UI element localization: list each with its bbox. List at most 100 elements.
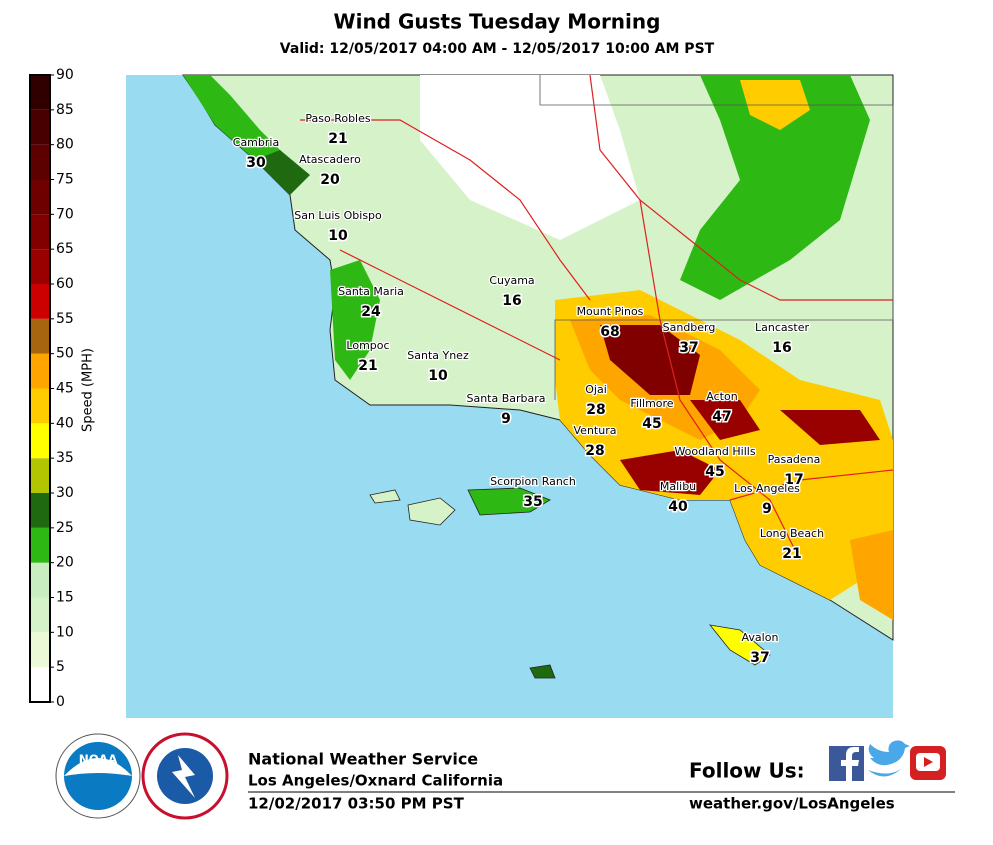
colorbar-tick-label: 80 — [56, 137, 74, 153]
colorbar-tick-label: 60 — [56, 276, 74, 292]
wind-area — [600, 325, 700, 395]
colorbar-band — [30, 493, 50, 528]
colorbar-band — [30, 318, 50, 354]
station-name: Santa Ynez — [407, 349, 469, 362]
station-value: 9 — [501, 411, 511, 427]
station-value: 68 — [600, 324, 619, 340]
colorbar-tick-label: 85 — [56, 102, 74, 118]
island — [369, 489, 401, 504]
colorbar-tick-label: 10 — [56, 624, 74, 640]
wind-area — [330, 260, 380, 380]
footer: NOAA National Weather Service Los Angele… — [55, 732, 955, 820]
colorbar-tick-label: 5 — [56, 659, 65, 675]
station-value: 24 — [361, 304, 381, 320]
colorbar-band — [30, 458, 50, 493]
station-name: Lancaster — [755, 321, 809, 334]
noaa-text: NOAA — [79, 753, 118, 767]
nws-bolt — [172, 755, 195, 798]
road — [729, 469, 894, 501]
facebook-f — [841, 747, 859, 781]
station-name: Scorpion Ranch — [490, 475, 576, 488]
colorbar-band — [30, 75, 50, 110]
colorbar-band — [30, 667, 50, 702]
wind-area — [780, 410, 880, 445]
noaa-bird — [64, 758, 132, 776]
wind-area — [690, 400, 760, 440]
station-value: 21 — [782, 546, 801, 562]
station-value: 28 — [585, 443, 604, 459]
station-name: Lompoc — [346, 339, 389, 352]
station-name: Mount Pinos — [577, 305, 644, 318]
station-value: 40 — [668, 499, 688, 515]
road — [639, 199, 801, 561]
youtube-play — [924, 757, 933, 767]
stations: Paso Robles 21 Cambria 30 Atascadero 20 San Lu… — [232, 111, 826, 668]
station-value: 16 — [502, 293, 521, 309]
road — [300, 119, 591, 301]
station-name: Santa Barbara — [466, 392, 545, 405]
colorbar-tick-label: 20 — [56, 555, 74, 571]
station-name: Cambria — [233, 136, 279, 149]
wind-area — [620, 450, 720, 495]
colorbar-tick-label: 15 — [56, 590, 74, 606]
station-name: Ventura — [574, 424, 617, 437]
island — [467, 487, 551, 516]
station-value: 21 — [358, 358, 377, 374]
map — [126, 74, 894, 718]
colorbar-tick-label: 30 — [56, 485, 74, 501]
colorbar-label: Speed (MPH) — [81, 348, 96, 432]
colorbar-tick-label: 90 — [56, 67, 74, 83]
station-value: 28 — [586, 402, 605, 418]
website[interactable]: weather.gov/LosAngeles — [689, 795, 895, 813]
wind-area — [255, 150, 310, 195]
station-value: 10 — [428, 368, 448, 384]
road — [589, 74, 893, 301]
colorbar-tick-label: 70 — [56, 206, 74, 222]
station-value: 47 — [712, 409, 731, 425]
station-name: Woodland Hills — [674, 445, 755, 458]
colorbar-band — [30, 214, 50, 250]
station-value: 21 — [328, 131, 347, 147]
twitter-icon[interactable] — [868, 740, 910, 777]
location: Los Angeles/Oxnard California — [248, 772, 503, 790]
colorbar-tick-label: 25 — [56, 520, 74, 536]
station-name: Acton — [706, 390, 737, 403]
office: National Weather Service — [248, 750, 478, 769]
colorbar-tick-label: 0 — [56, 694, 65, 710]
station-value: 9 — [762, 501, 772, 517]
colorbar-band — [30, 179, 50, 215]
colorbar-tick-label: 40 — [56, 415, 74, 431]
colorbar-band — [30, 353, 50, 389]
colorbar-band — [30, 284, 50, 319]
follow-us: Follow Us: — [689, 759, 805, 783]
road — [339, 249, 561, 361]
colorbar-tick-label: 35 — [56, 450, 74, 466]
colorbar-band — [30, 423, 50, 459]
colorbar-tick-label: 55 — [56, 311, 74, 327]
title: Wind Gusts Tuesday Morning — [334, 10, 661, 34]
station-name: Fillmore — [630, 397, 673, 410]
station-name: Ojai — [585, 383, 607, 396]
station-name: Sandberg — [663, 321, 716, 334]
station-value: 17 — [784, 472, 803, 488]
colorbar-band — [30, 388, 50, 424]
colorbar-tick-label: 75 — [56, 172, 74, 188]
noaa-logo-inner — [64, 742, 132, 810]
colorbar-band — [30, 632, 50, 668]
colorbar-band — [30, 562, 50, 598]
station-value: 16 — [772, 340, 791, 356]
colorbar: 0 5 10 15 20 25 30 35 40 45 50 55 60 65 70 75 80 85 90 — [29, 67, 74, 710]
station-value: 35 — [523, 494, 542, 510]
county-line — [539, 75, 894, 400]
station-name: Paso Robles — [305, 112, 371, 125]
station-value: 45 — [705, 464, 724, 480]
subtitle: Valid: 12/05/2017 04:00 AM - 12/05/2017 … — [280, 41, 715, 57]
issued: 12/02/2017 03:50 PM PST — [248, 795, 465, 813]
island — [407, 497, 456, 526]
wind-area — [850, 530, 893, 620]
station-name: Malibu — [660, 480, 696, 493]
colorbar-band — [30, 527, 50, 563]
station-name: Long Beach — [760, 527, 824, 540]
colorbar-band — [30, 597, 50, 633]
colorbar-tick-label: 50 — [56, 346, 74, 362]
